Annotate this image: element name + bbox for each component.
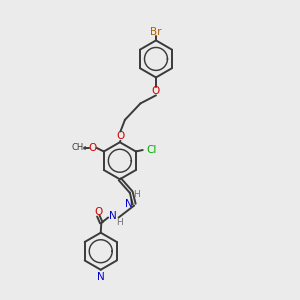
Text: N: N xyxy=(110,211,117,221)
Text: N: N xyxy=(97,272,105,282)
Text: CH₃: CH₃ xyxy=(72,143,87,152)
Text: Br: Br xyxy=(150,27,162,37)
Text: O: O xyxy=(152,86,160,96)
Text: H: H xyxy=(116,218,123,227)
Text: O: O xyxy=(117,131,125,141)
Text: O: O xyxy=(94,206,103,217)
Text: N: N xyxy=(125,199,133,209)
Text: H: H xyxy=(133,190,140,199)
Text: Cl: Cl xyxy=(146,145,157,155)
Text: O: O xyxy=(88,142,96,153)
